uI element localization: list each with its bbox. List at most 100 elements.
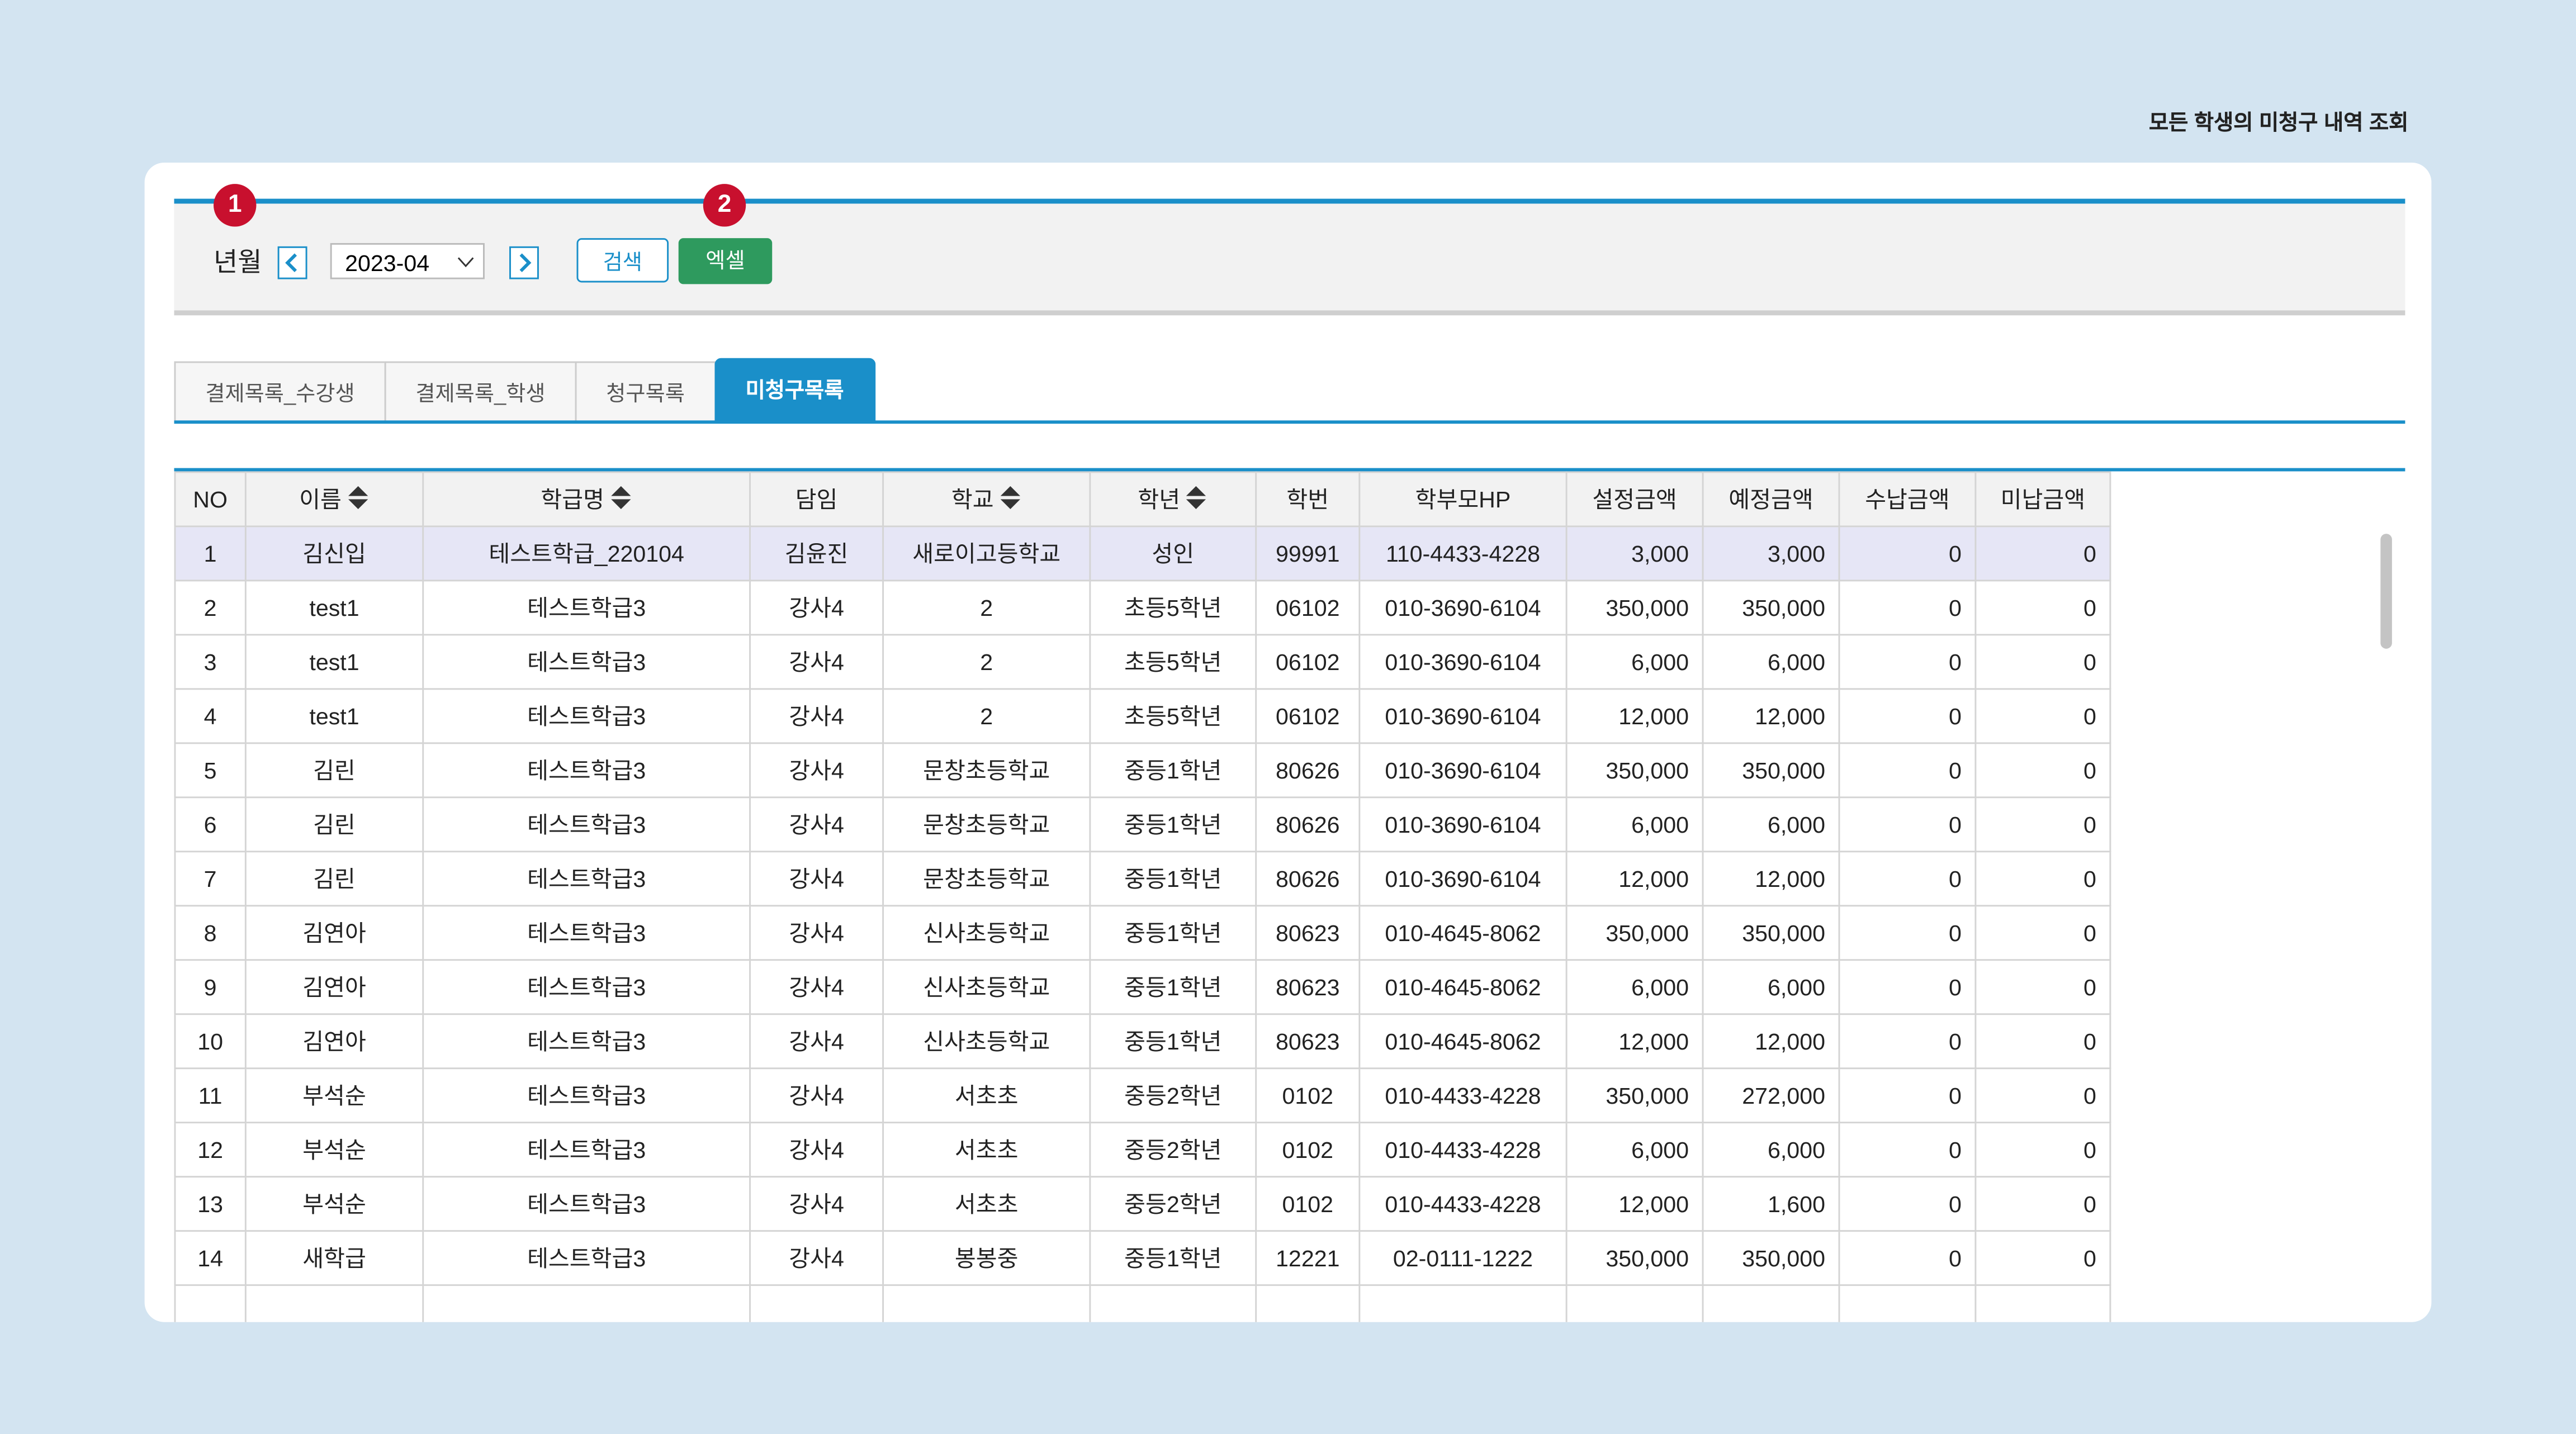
filter-label: 년월 <box>214 249 262 278</box>
table-row[interactable]: 10 김연아 테스트학급3 강사4 신사초등학교 중등1학년 80623 010-4645-8… <box>174 1013 2111 1070</box>
table-row[interactable]: 4 test1 테스트학급3 강사4 2 초등5학년 06102 010-3690-6104 1… <box>174 688 2111 744</box>
cell: 11 <box>174 1067 247 1124</box>
column-header: 수납금액 <box>1838 471 1977 528</box>
cell: 350,000 <box>1702 1230 1840 1286</box>
table-row[interactable]: 6 김린 테스트학급3 강사4 문창초등학교 중등1학년 80626 010-3690-610… <box>174 796 2111 853</box>
cell: 서초초 <box>882 1176 1091 1232</box>
table-row[interactable]: 3 test1 테스트학급3 강사4 2 초등5학년 06102 010-3690-6104 6… <box>174 634 2111 690</box>
table-row[interactable]: 2 test1 테스트학급3 강사4 2 초등5학년 06102 010-3690-6104 3… <box>174 580 2111 636</box>
header-label: 학부모HP <box>1415 486 1511 512</box>
cell: 9 <box>174 959 247 1015</box>
cell: 0 <box>1838 580 1977 636</box>
cell <box>1702 1284 1840 1322</box>
tab-line <box>174 420 2405 424</box>
cell: 성인 <box>1089 525 1257 582</box>
cell: 신사초등학교 <box>882 959 1091 1015</box>
cell: 350,000 <box>1702 580 1840 636</box>
table-row[interactable]: 14 새학급 테스트학급3 강사4 봉봉중 중등1학년 12221 02-0111-1222 3… <box>174 1230 2111 1286</box>
cell: 김린 <box>244 796 424 853</box>
excel-button[interactable]: 엑셀 <box>678 238 773 284</box>
cell: 봉봉중 <box>882 1230 1091 1286</box>
cell: 12,000 <box>1702 851 1840 907</box>
sort-icon[interactable] <box>1185 485 1208 511</box>
tab[interactable]: 결제목록_학생 <box>384 361 577 422</box>
header-label: 이름 <box>299 486 342 512</box>
cell: 4 <box>174 688 247 744</box>
cell: 2 <box>174 580 247 636</box>
cell: 새로이고등학교 <box>882 525 1091 582</box>
cell: 0 <box>1974 525 2111 582</box>
cell: 0 <box>1974 634 2111 690</box>
cell: 010-4645-8062 <box>1358 905 1568 961</box>
next-button[interactable] <box>509 246 539 279</box>
cell: 강사4 <box>749 580 884 636</box>
cell: 0 <box>1974 1013 2111 1070</box>
cell: 12,000 <box>1702 688 1840 744</box>
table-row[interactable]: 11 부석순 테스트학급3 강사4 서초초 중등2학년 0102 010-4433-4228 3… <box>174 1067 2111 1124</box>
cell: 김린 <box>244 742 424 799</box>
cell: 2 <box>882 688 1091 744</box>
cell: 부석순 <box>244 1067 424 1124</box>
cell: 350,000 <box>1565 1067 1704 1124</box>
cell: 신사초등학교 <box>882 905 1091 961</box>
tab[interactable]: 청구목록 <box>575 361 716 422</box>
cell: 010-3690-6104 <box>1358 851 1568 907</box>
column-header: 학부모HP <box>1358 471 1568 528</box>
sort-icon[interactable] <box>998 485 1021 511</box>
cell: 테스트학급3 <box>422 959 751 1015</box>
sort-icon[interactable] <box>609 485 632 511</box>
cell: 12,000 <box>1565 1176 1704 1232</box>
table-row[interactable]: 7 김린 테스트학급3 강사4 문창초등학교 중등1학년 80626 010-3690-610… <box>174 851 2111 907</box>
cell: 강사4 <box>749 1067 884 1124</box>
column-header: 미납금액 <box>1974 471 2111 528</box>
header-label: 학년 <box>1138 486 1181 512</box>
header-label: 예정금액 <box>1729 486 1813 512</box>
cell: 0 <box>1974 688 2111 744</box>
cell: 테스트학급3 <box>422 742 751 799</box>
table-row[interactable]: 13 부석순 테스트학급3 강사4 서초초 중등2학년 0102 010-4433-4228 1… <box>174 1176 2111 1232</box>
table-row[interactable]: 9 김연아 테스트학급3 강사4 신사초등학교 중등1학년 80623 010-4645-80… <box>174 959 2111 1015</box>
cell: 0 <box>1974 1067 2111 1124</box>
cell: 테스트학급3 <box>422 688 751 744</box>
cell <box>882 1284 1091 1322</box>
table-row[interactable]: 5 김린 테스트학급3 강사4 문창초등학교 중등1학년 80626 010-3690-610… <box>174 742 2111 799</box>
month-select[interactable]: 2023-04 <box>330 243 485 279</box>
cell: 0 <box>1838 1230 1977 1286</box>
cell: 010-3690-6104 <box>1358 580 1568 636</box>
header-label: 학급명 <box>541 486 604 512</box>
cell: 350,000 <box>1702 742 1840 799</box>
cell: 테스트학급3 <box>422 1067 751 1124</box>
cell: 010-4433-4228 <box>1358 1122 1568 1178</box>
cell: 김연아 <box>244 905 424 961</box>
scrollbar[interactable] <box>2380 534 2392 649</box>
cell: 김린 <box>244 851 424 907</box>
cell <box>1565 1284 1704 1322</box>
table-row[interactable]: 1 김신입 테스트학급_220104 김윤진 새로이고등학교 성인 99991 110-443… <box>174 525 2111 582</box>
cell: 010-4645-8062 <box>1358 959 1568 1015</box>
cell: 테스트학급3 <box>422 1013 751 1070</box>
header-label: 학교 <box>951 486 994 512</box>
cell: 중등1학년 <box>1089 796 1257 853</box>
column-header[interactable]: 학급명 <box>422 471 751 528</box>
tab[interactable]: 미청구목록 <box>714 358 875 422</box>
cell: 중등1학년 <box>1089 1013 1257 1070</box>
column-header[interactable]: 이름 <box>244 471 424 528</box>
cell: 중등1학년 <box>1089 905 1257 961</box>
table-row[interactable]: 8 김연아 테스트학급3 강사4 신사초등학교 중등1학년 80623 010-4645-80… <box>174 905 2111 961</box>
column-header[interactable]: 학년 <box>1089 471 1257 528</box>
cell: 14 <box>174 1230 247 1286</box>
cell: 강사4 <box>749 796 884 853</box>
cell: 06102 <box>1255 688 1361 744</box>
cell: 신사초등학교 <box>882 1013 1091 1070</box>
marker: 2 <box>703 184 746 227</box>
cell: 010-3690-6104 <box>1358 796 1568 853</box>
tab[interactable]: 결제목록_수강생 <box>174 361 386 422</box>
table-row[interactable]: 12 부석순 테스트학급3 강사4 서초초 중등2학년 0102 010-4433-4228 6… <box>174 1122 2111 1178</box>
search-button[interactable]: 검색 <box>576 238 669 283</box>
prev-button[interactable] <box>277 246 307 279</box>
sort-icon[interactable] <box>347 485 370 511</box>
cell: 테스트학급3 <box>422 905 751 961</box>
column-header[interactable]: 학교 <box>882 471 1091 528</box>
cell: 0 <box>1838 796 1977 853</box>
cell: 06102 <box>1255 634 1361 690</box>
